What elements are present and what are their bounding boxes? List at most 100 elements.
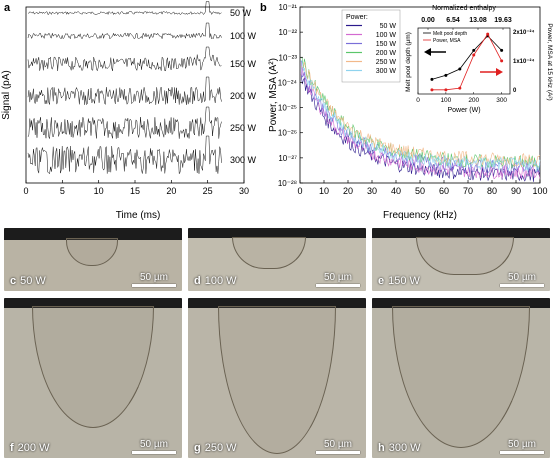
panel-b-legend-title: Power: — [346, 14, 368, 21]
panel-a-xtick-label: 15 — [130, 186, 140, 196]
panel-a-letter: a — [4, 2, 11, 14]
panel-a-series-label: 50 W — [230, 8, 252, 18]
micrograph-c: c 50 W 50 µm — [4, 228, 182, 291]
inset-right-tick-label: 0 — [513, 88, 517, 94]
inset-top-ticks: 0.00 6.54 13.08 19.63 — [421, 17, 512, 30]
panel-a-trace — [27, 106, 222, 140]
panel-a-trace — [27, 22, 222, 40]
panel-a-xtick-label: 20 — [166, 186, 176, 196]
panel-b-ytick-label: 10⁻²³ — [279, 53, 298, 62]
micrograph-g: g 250 W 50 µm — [188, 298, 366, 458]
inset-msa-line — [431, 33, 502, 91]
panel-b-legend-label: 50 W — [380, 23, 397, 30]
panel-b-chart: b 10⁻²¹10⁻²²10⁻²³10⁻²⁴10⁻²⁵10⁻²⁶10⁻²⁷10⁻… — [260, 2, 553, 221]
panel-b-legend-label: 100 W — [376, 32, 397, 39]
panel-b-xtick-label: 60 — [439, 186, 449, 196]
inset-chart: Normalized enthalpy 0.00 6.54 13.08 19.63 0… — [405, 5, 553, 114]
panel-a-trace — [27, 76, 222, 106]
panel-b-xtick-label: 70 — [463, 186, 473, 196]
panel-b-ytick-label: 10⁻²⁵ — [278, 104, 297, 113]
scale-bar-f: 50 µm — [132, 439, 176, 454]
inset-right-tick-label: 1x10⁻²⁴ — [513, 58, 535, 65]
inset-lines — [430, 32, 504, 92]
panel-b-spectrum — [300, 66, 541, 180]
panel-b-spectrum — [300, 60, 541, 175]
inset-legend-label: Melt pool depth — [433, 31, 467, 37]
scale-bar-h: 50 µm — [500, 439, 544, 454]
panel-a-series-label: 250 W — [230, 123, 257, 133]
panel-b-spectrum — [300, 60, 541, 172]
panel-a-traces — [27, 1, 222, 175]
inset-xlabel: Power (W) — [447, 107, 480, 114]
panel-b-xtick-label: 0 — [297, 186, 302, 196]
panel-b-xtick-label: 30 — [367, 186, 377, 196]
panel-a-xlabel: Time (ms) — [116, 210, 161, 221]
panel-b-letter: b — [260, 2, 267, 14]
panel-b-ytick-label: 10⁻²⁴ — [278, 78, 298, 87]
inset-xtick-label: 100 — [440, 97, 451, 104]
inset-left-ylabel: Melt pool depth (μm) — [405, 32, 412, 92]
scale-bar-e: 50 µm — [500, 272, 544, 287]
panel-b-xtick-label: 100 — [532, 186, 547, 196]
panel-b-xtick-label: 80 — [487, 186, 497, 196]
micrograph-f: f 200 W 50 µm — [4, 298, 182, 458]
inset-top-tick-label: 6.54 — [446, 17, 460, 24]
inset-top-tick-label: 0.00 — [421, 17, 435, 24]
inset-top-title: Normalized enthalpy — [432, 5, 496, 12]
panel-a-series-label: 200 W — [230, 91, 257, 101]
panel-a-series-label: 300 W — [230, 155, 257, 165]
panel-a-xticks: 0 5 10 15 20 25 30 — [23, 180, 249, 196]
panel-b-ylabel: Power, MSA (A²) — [268, 58, 279, 132]
micrograph-h: h 300 W 50 µm — [372, 298, 550, 458]
inset-xtick-label: 0 — [416, 97, 420, 104]
inset-xtick-label: 200 — [468, 97, 479, 104]
micrograph-e: e 150 W 50 µm — [372, 228, 550, 291]
panel-a-series-label: 150 W — [230, 59, 257, 69]
panel-b-spectra — [300, 57, 541, 182]
panel-a-series-labels: 50 W 100 W 150 W 200 W 250 W 300 W — [230, 8, 257, 165]
panel-b-spectrum — [301, 61, 541, 167]
panel-b-ytick-label: 10⁻²¹ — [279, 3, 298, 12]
inset-legend-label: Power, MSA — [433, 38, 461, 44]
inset-msa-point — [500, 59, 504, 63]
panel-a-series-label: 100 W — [230, 31, 257, 41]
panel-b-ytick-label: 10⁻²⁸ — [278, 179, 297, 188]
panel-b-xtick-label: 40 — [391, 186, 401, 196]
inset-top-tick-label: 19.63 — [494, 17, 512, 24]
inset-right-ticks: 2x10⁻²⁴ 1x10⁻²⁴ 0 — [513, 29, 535, 94]
panel-b-legend-label: 300 W — [376, 68, 397, 75]
inset-xtick-label: 300 — [496, 97, 507, 104]
panel-b-xtick-label: 50 — [415, 186, 425, 196]
panel-b-xlabel: Frequency (kHz) — [383, 210, 457, 221]
panel-a-chart: a 0 5 10 15 20 25 30 Signal (pA) Time (ms) 50 … — [1, 1, 257, 221]
inset-bottom-ticks: 0 100 200 300 — [416, 92, 507, 104]
inset-top-tick-label: 13.08 — [469, 17, 487, 24]
panel-b-yticks: 10⁻²¹ 10⁻²² 10⁻²³ 10⁻²⁴ 10⁻²⁵ 10⁻²⁶ 10⁻²⁷ 10⁻²⁸ — [278, 3, 303, 188]
panel-a-trace — [27, 46, 222, 72]
inset-frame — [417, 27, 511, 95]
scale-bar-d: 50 µm — [316, 272, 360, 287]
panel-b-xtick-label: 20 — [343, 186, 353, 196]
panel-b-legend-label: 200 W — [376, 50, 397, 57]
panel-b-ytick-label: 10⁻²² — [279, 28, 298, 37]
panel-b-ytick-label: 10⁻²⁶ — [278, 129, 297, 138]
panel-b-xticks: 0 10 20 30 40 50 60 70 80 90 100 — [297, 180, 548, 196]
inset-right-ylabel: Power, MSA at 15 kHz (A²) — [546, 23, 553, 100]
scale-bar-g: 50 µm — [316, 439, 360, 454]
panel-b-legend: 50 W 100 W 150 W 200 W 250 W 300 W — [346, 23, 396, 75]
micrograph-d: d 100 W 50 µm — [188, 228, 366, 291]
panel-a-xtick-label: 25 — [203, 186, 213, 196]
inset-red-arrow-head — [496, 68, 503, 76]
panel-a-trace — [27, 135, 222, 175]
inset-black-arrow-head — [424, 48, 431, 56]
panel-a-trace — [27, 1, 222, 16]
panel-b-legend-label: 250 W — [376, 59, 397, 66]
panel-a-ylabel: Signal (pA) — [1, 70, 12, 119]
panel-a-xtick-label: 10 — [94, 186, 104, 196]
panel-a-xtick-label: 5 — [60, 186, 65, 196]
panel-b-xtick-label: 10 — [319, 186, 329, 196]
panel-b-spectrum — [301, 57, 541, 169]
panel-b-ytick-label: 10⁻²⁷ — [278, 154, 297, 163]
panel-b-legend-label: 150 W — [376, 41, 397, 48]
